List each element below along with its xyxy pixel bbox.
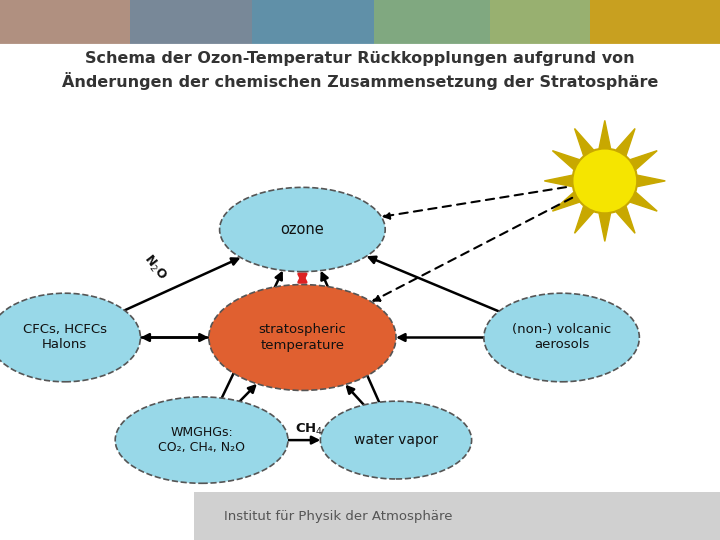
Text: WMGHGs:
CO₂, CH₄, N₂O: WMGHGs: CO₂, CH₄, N₂O [158,426,245,454]
Ellipse shape [0,293,140,382]
Bar [490,0,590,46]
Text: CH$_4$: CH$_4$ [295,422,324,437]
Polygon shape [630,151,657,170]
Bar [590,0,720,46]
Text: water vapor: water vapor [354,433,438,447]
Polygon shape [552,192,580,211]
Text: Institut für Physik der Atmosphäre: Institut für Physik der Atmosphäre [224,510,453,523]
Text: CFCs, HCFCs
Halons: CFCs, HCFCs Halons [23,323,107,352]
Polygon shape [599,213,611,241]
Polygon shape [599,120,611,148]
Polygon shape [544,175,572,187]
Ellipse shape [220,187,385,272]
Text: ozone: ozone [281,222,324,237]
Bar [374,0,490,46]
Ellipse shape [572,148,637,213]
Polygon shape [575,129,593,156]
Text: N$_2$O: N$_2$O [140,252,169,283]
Bar [194,492,720,540]
Polygon shape [552,151,580,170]
Polygon shape [637,175,665,187]
Text: (non-) volcanic
aerosols: (non-) volcanic aerosols [512,323,611,352]
Bar [130,0,252,46]
Bar [0,0,130,46]
Ellipse shape [115,397,288,483]
Text: stratospheric
temperature: stratospheric temperature [258,323,346,352]
Polygon shape [575,206,593,233]
Polygon shape [616,129,635,156]
Ellipse shape [320,401,472,479]
Polygon shape [616,206,635,233]
Ellipse shape [484,293,639,382]
Ellipse shape [209,285,396,390]
Polygon shape [630,192,657,211]
Text: Schema der Ozon-Temperatur Rückkopplungen aufgrund von
Änderungen der chemischen: Schema der Ozon-Temperatur Rückkopplunge… [62,51,658,90]
Bar [252,0,374,46]
